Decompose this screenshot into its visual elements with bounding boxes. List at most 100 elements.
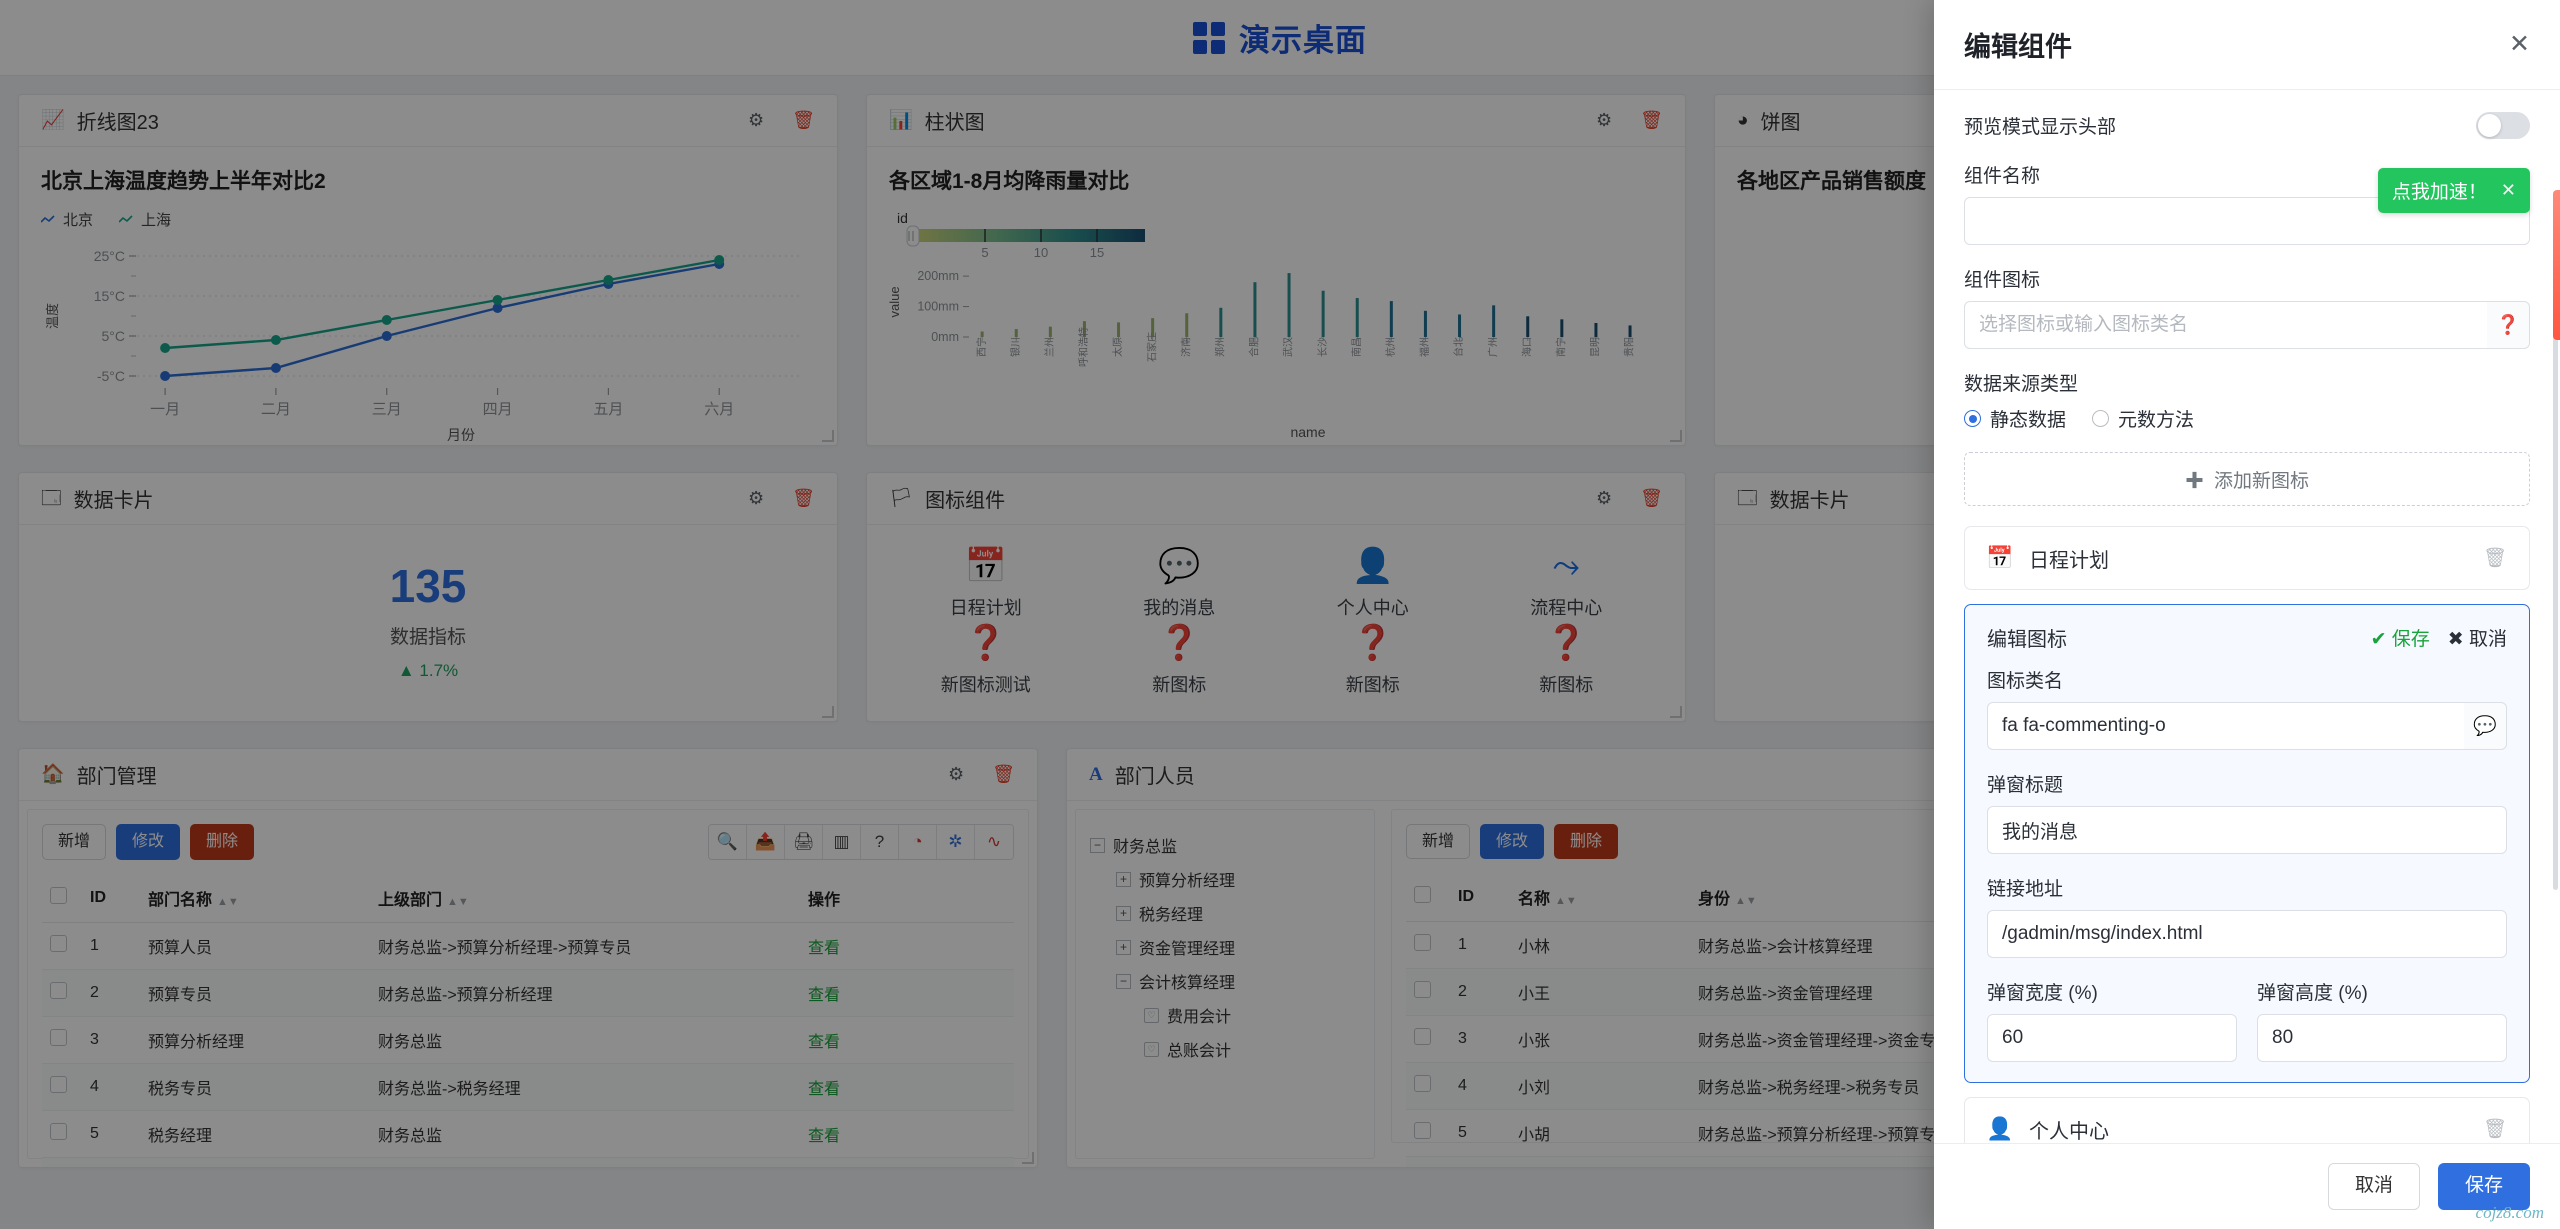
view-link[interactable]: 查看 (808, 940, 841, 957)
comment-icon[interactable]: 💬 (2464, 702, 2507, 750)
resize-handle[interactable] (822, 706, 834, 718)
delete-button[interactable]: 删除 (190, 824, 255, 860)
gear-icon[interactable]: ⚙ (748, 488, 765, 508)
drawer-cancel-button[interactable]: 取消 (2327, 1163, 2420, 1210)
expand-icon[interactable]: + (1116, 871, 1131, 887)
view-link[interactable]: 查看 (808, 987, 841, 1004)
dialog-width-input[interactable] (1987, 1014, 2237, 1062)
row-checkbox[interactable] (50, 935, 67, 952)
icon-item-row[interactable]: 👤 个人中心 🗑 (1964, 1097, 2530, 1143)
tree-node[interactable]: ♡ 总账会计 (1090, 1032, 1360, 1066)
close-icon[interactable]: ✕ (2509, 30, 2530, 58)
tree-node[interactable]: ♡ 费用会计 (1090, 998, 1360, 1032)
legend-item-beijing[interactable]: 北京 (41, 209, 93, 230)
help-icon[interactable]: ? (861, 825, 899, 859)
table-row[interactable]: 6资金专员财务总监->资金管理经理查看 (42, 1157, 1014, 1167)
tree-node[interactable]: + 预算分析经理 (1090, 862, 1360, 896)
icon-tile[interactable]: ⤳ 流程中心 (1470, 547, 1664, 620)
add-button[interactable]: 新增 (1406, 824, 1471, 860)
icon-tile[interactable]: ❓ 新图标测试 (889, 624, 1083, 697)
sort-icon[interactable]: ▲▼ (447, 896, 469, 908)
expand-icon[interactable]: + (1116, 905, 1131, 921)
edit-button[interactable]: 修改 (116, 824, 181, 860)
icon-tile[interactable]: ❓ 新图标 (1083, 624, 1277, 697)
help-circle-icon[interactable]: ❓ (2486, 301, 2530, 349)
row-checkbox[interactable] (50, 1123, 67, 1140)
collapse-icon[interactable]: − (1090, 837, 1105, 853)
sort-icon[interactable]: ▲▼ (1735, 895, 1757, 908)
row-checkbox[interactable] (1414, 934, 1431, 952)
cancel-icon-button[interactable]: ✖ 取消 (2447, 629, 2507, 650)
preview-header-toggle[interactable] (2476, 112, 2530, 139)
tree-node[interactable]: + 税务经理 (1090, 896, 1360, 930)
row-checkbox[interactable] (50, 1076, 67, 1093)
trash-icon[interactable]: 🗑 (2482, 1119, 2507, 1140)
gear-icon[interactable]: ⚙ (1596, 488, 1613, 508)
row-checkbox[interactable] (1414, 1028, 1431, 1046)
row-checkbox[interactable] (50, 1029, 67, 1046)
table-row[interactable]: 5 税务经理 财务总监 查看 (42, 1110, 1014, 1158)
resize-handle[interactable] (1670, 706, 1682, 718)
add-icon-button[interactable]: ✚ 添加新图标 (1964, 452, 2530, 506)
expand-icon[interactable]: + (1116, 939, 1131, 955)
delete-button[interactable]: 删除 (1554, 824, 1619, 860)
legend-item-shanghai[interactable]: 上海 (119, 209, 171, 230)
row-checkbox[interactable] (1414, 1122, 1431, 1140)
table-row[interactable]: 4 税务专员 财务总监->税务经理 查看 (42, 1063, 1014, 1111)
columns-icon[interactable]: ▥ (823, 825, 861, 859)
select-all-checkbox[interactable] (1414, 886, 1431, 904)
resize-handle[interactable] (1670, 430, 1682, 442)
sort-icon[interactable]: ▲▼ (217, 896, 239, 908)
dialog-title-input[interactable] (1987, 806, 2507, 854)
view-link[interactable]: 查看 (808, 1034, 841, 1051)
trash-icon[interactable]: 🗑 (992, 764, 1015, 784)
icon-tile[interactable]: 👤 个人中心 (1276, 547, 1470, 620)
radio-meta-method[interactable]: 元数方法 (2092, 405, 2194, 432)
export-icon[interactable]: 📤 (747, 825, 785, 859)
icon-class-input[interactable] (1987, 702, 2465, 750)
print-icon[interactable]: 🖨 (785, 825, 823, 859)
icon-tile[interactable]: ❓ 新图标 (1276, 624, 1470, 697)
collapse-icon[interactable]: − (1116, 973, 1131, 989)
resize-handle[interactable] (1022, 1152, 1034, 1164)
trash-icon[interactable]: 🗑 (1640, 488, 1663, 508)
gauge-icon[interactable]: ◔ (899, 825, 937, 859)
gear-icon[interactable]: ⚙ (1596, 110, 1613, 130)
row-checkbox[interactable] (1414, 1075, 1431, 1093)
trash-icon[interactable]: 🗑 (792, 110, 815, 130)
link-url-input[interactable] (1987, 910, 2507, 958)
table-row[interactable]: 2 预算专员 财务总监->预算分析经理 查看 (42, 969, 1014, 1017)
tree-node[interactable]: + 资金管理经理 (1090, 930, 1360, 964)
drawer-scrollbar[interactable] (2553, 330, 2558, 890)
close-icon[interactable]: ✕ (2500, 180, 2516, 200)
resize-handle[interactable] (822, 430, 834, 442)
radio-static-data[interactable]: 静态数据 (1964, 405, 2066, 432)
drawer-save-button[interactable]: 保存 (2437, 1163, 2530, 1210)
icon-tile[interactable]: ❓ 新图标 (1470, 624, 1664, 697)
icon-tile[interactable]: 📅 日程计划 (889, 547, 1083, 620)
speed-promo-tag[interactable]: 点我加速！ ✕ (2377, 168, 2530, 213)
red-side-strip[interactable] (2553, 190, 2560, 340)
table-row[interactable]: 3 预算分析经理 财务总监 查看 (42, 1016, 1014, 1064)
gear-icon[interactable]: ⚙ (948, 764, 965, 784)
icon-tile[interactable]: 💬 我的消息 (1083, 547, 1277, 620)
gear-icon[interactable]: ⚙ (748, 110, 765, 130)
trash-icon[interactable]: 🗑 (792, 488, 815, 508)
snowflake-icon[interactable]: ✲ (937, 825, 975, 859)
icon-item-row[interactable]: 📅 日程计划 🗑 (1964, 526, 2530, 590)
search-icon[interactable]: 🔍 (709, 825, 747, 859)
edit-button[interactable]: 修改 (1480, 824, 1545, 860)
tree-node[interactable]: − 会计核算经理 (1090, 964, 1360, 998)
select-all-checkbox[interactable] (50, 887, 67, 904)
table-row[interactable]: 1 预算人员 财务总监->预算分析经理->预算专员 查看 (42, 922, 1014, 970)
add-button[interactable]: 新增 (42, 824, 107, 860)
pulse-icon[interactable]: ∿ (975, 825, 1013, 859)
dialog-height-input[interactable] (2257, 1014, 2507, 1062)
sort-icon[interactable]: ▲▼ (1555, 895, 1577, 908)
trash-icon[interactable]: 🗑 (2482, 548, 2507, 569)
row-checkbox[interactable] (50, 982, 67, 999)
tree-node[interactable]: − 财务总监 (1090, 828, 1360, 862)
view-link[interactable]: 查看 (808, 1081, 841, 1098)
trash-icon[interactable]: 🗑 (1640, 110, 1663, 130)
save-icon-button[interactable]: ✔ 保存 (2370, 629, 2430, 650)
